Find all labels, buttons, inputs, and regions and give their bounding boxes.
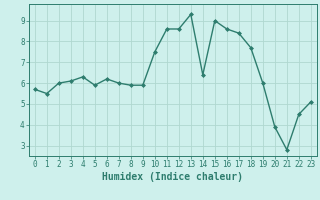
- X-axis label: Humidex (Indice chaleur): Humidex (Indice chaleur): [102, 172, 243, 182]
